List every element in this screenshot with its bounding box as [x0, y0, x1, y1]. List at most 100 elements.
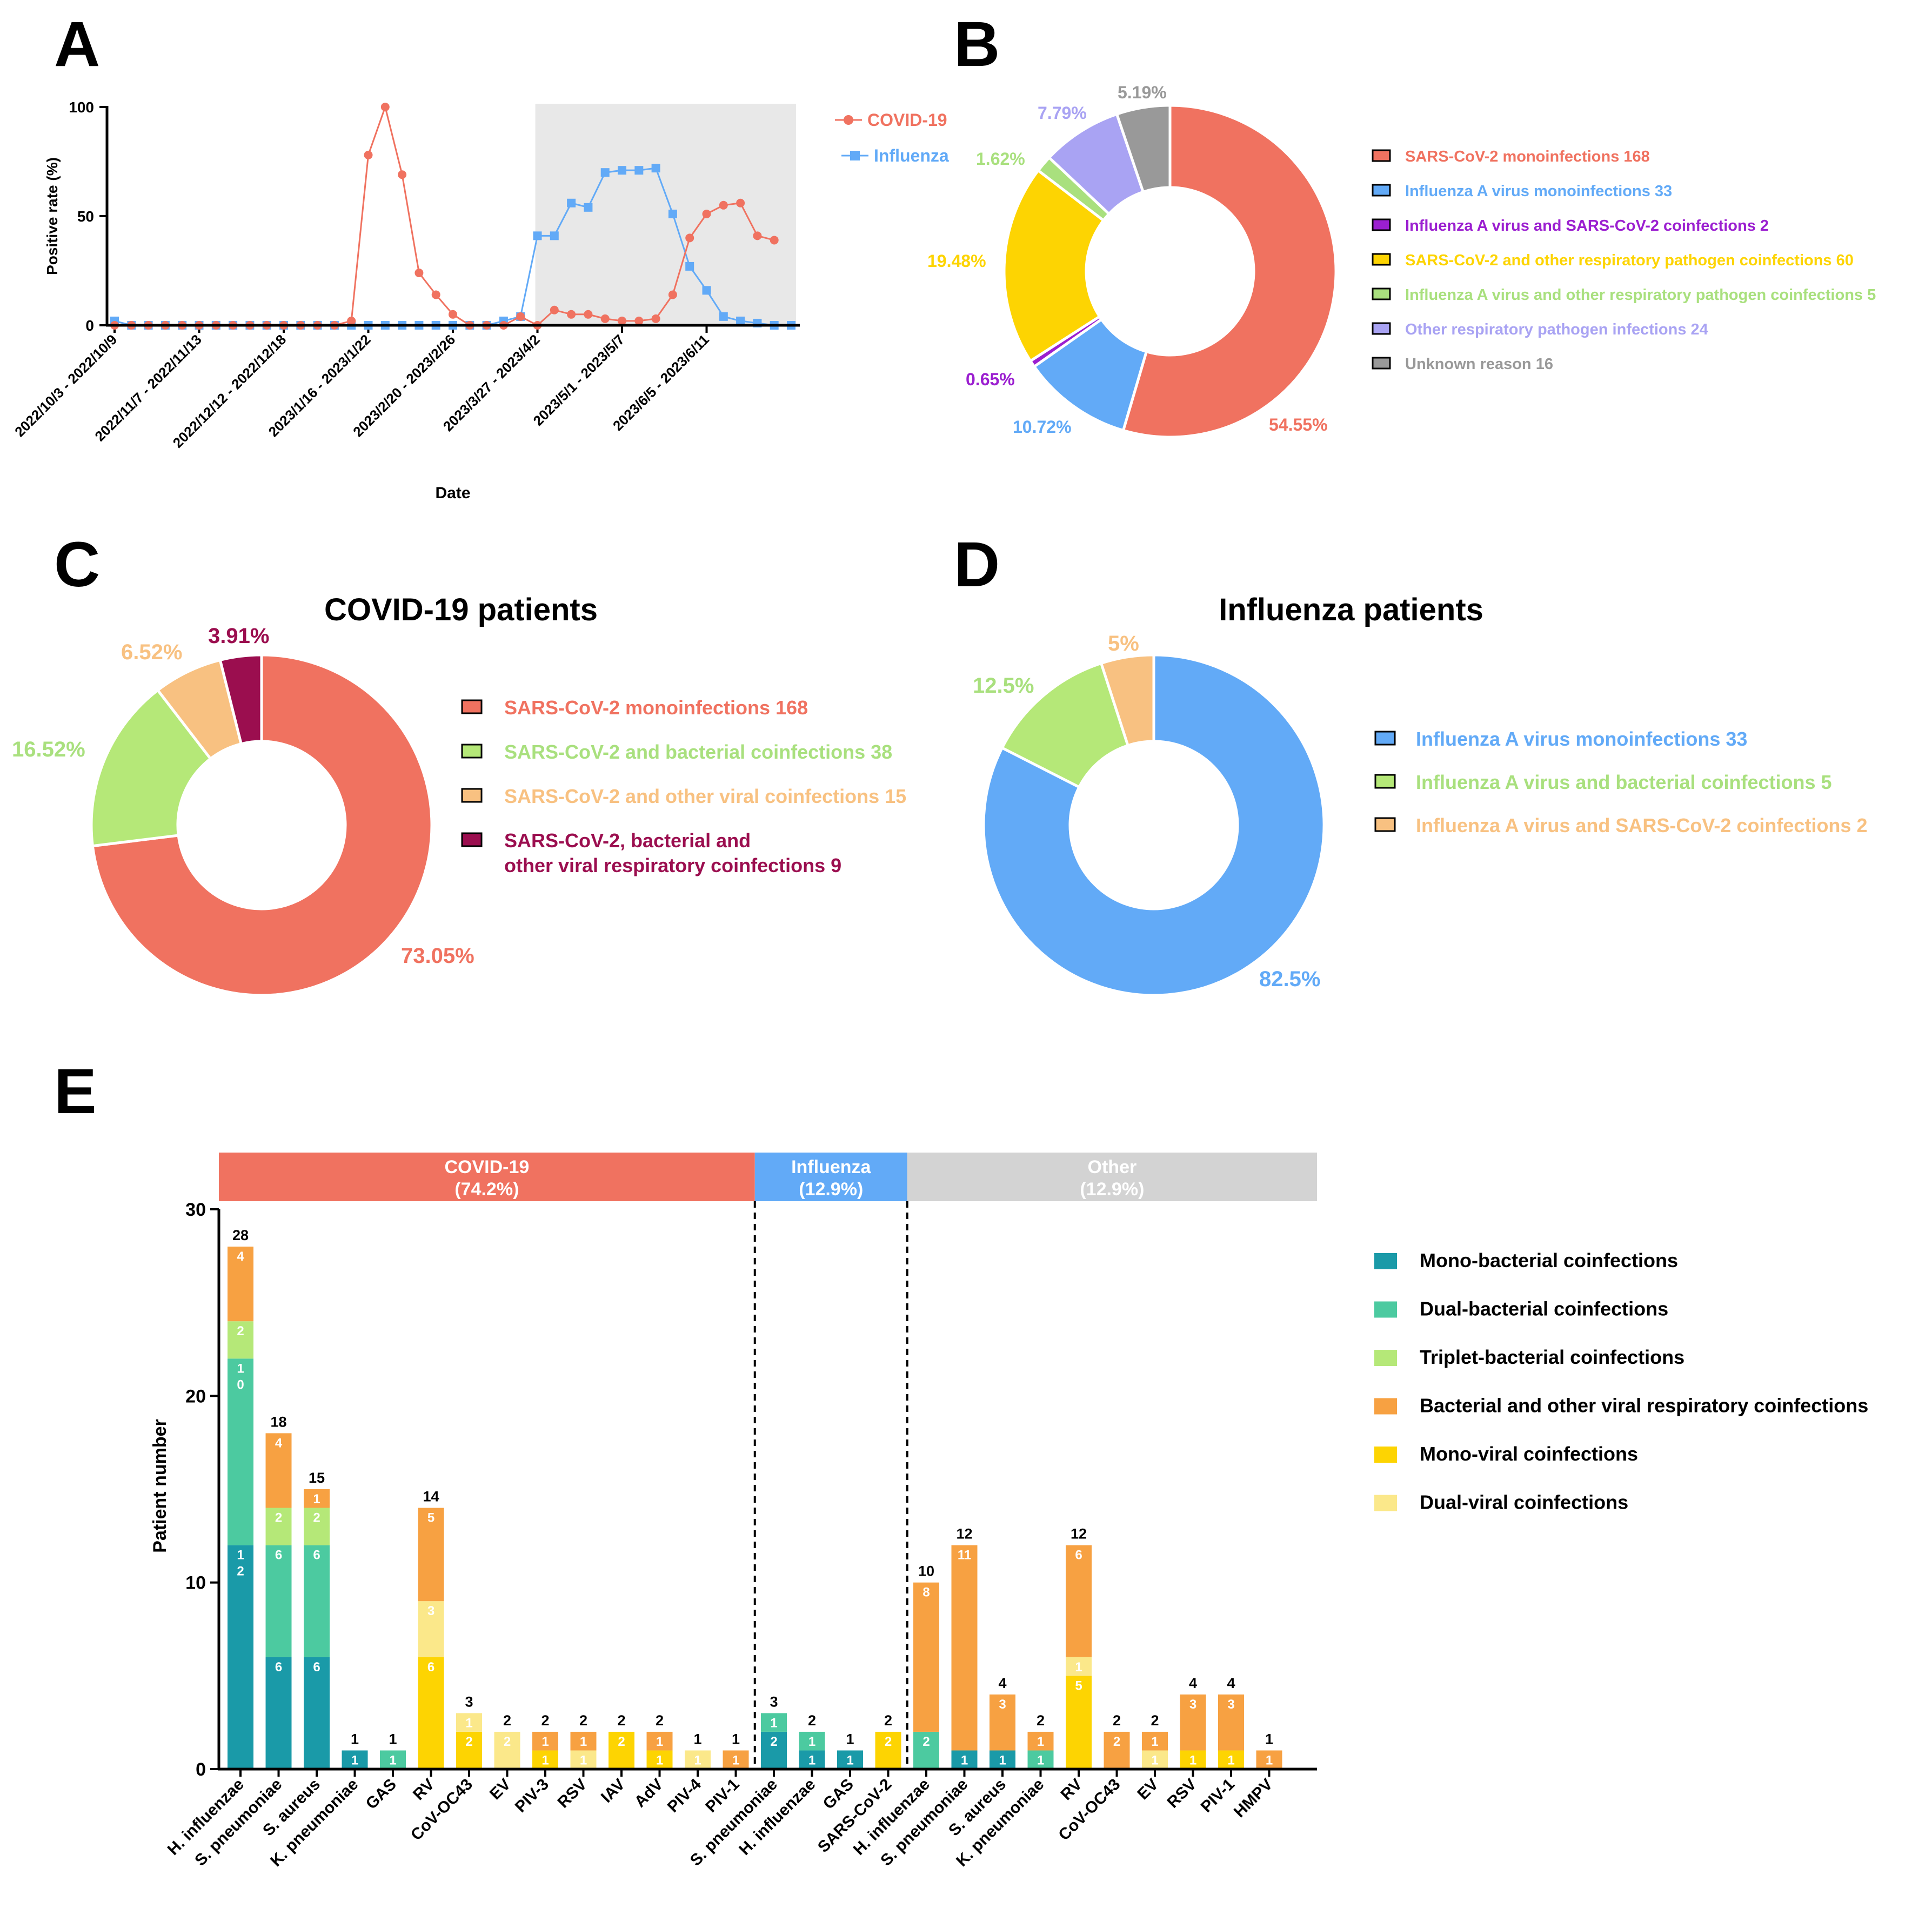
e-bar-segment: [228, 1247, 253, 1322]
donut-chart-d: Influenza patients 82.5% 12.5% 5% Influe…: [973, 592, 1867, 997]
e-bar-total: 12: [956, 1526, 972, 1542]
e-segment-label: 1: [542, 1753, 549, 1767]
e-segment-label: 2: [313, 1511, 320, 1525]
e-bar-total: 1: [732, 1731, 740, 1747]
e-segment-label: 1: [694, 1753, 701, 1767]
e-bar-total: 28: [232, 1227, 249, 1243]
e-bar-segment: [304, 1545, 330, 1657]
e-segment-label: 1: [1075, 1660, 1082, 1675]
b-legend: SARS-CoV-2 monoinfections 168 Influenza A…: [1372, 148, 1876, 373]
e-legend-label-2: Triplet-bacterial coinfections: [1420, 1346, 1684, 1368]
e-bar-total: 2: [884, 1712, 892, 1729]
e-segment-label: 5: [1075, 1678, 1082, 1693]
a-ytick-label-2: 100: [69, 99, 94, 116]
e-segment-label: 4: [275, 1436, 283, 1450]
a-ytick-label-0: 0: [85, 317, 94, 334]
c-legend-label-0: SARS-CoV-2 monoinfections 168: [504, 697, 808, 719]
e-category-label: PIV-4: [664, 1775, 705, 1816]
e-segment-label: 1: [961, 1753, 968, 1767]
a-point-influenza: [736, 316, 745, 325]
e-bar-segment: [837, 1750, 863, 1769]
e-segment-label: 3: [427, 1604, 434, 1618]
e-bar-segment: [723, 1750, 749, 1769]
legend-marker-influenza: [850, 151, 860, 160]
e-legend-label-4: Mono-viral coinfections: [1420, 1443, 1638, 1465]
a-point-covid: [380, 103, 390, 111]
e-bar-total: 4: [1189, 1675, 1197, 1691]
e-bar-segment: [265, 1545, 292, 1657]
e-bar-total: 1: [1265, 1731, 1273, 1747]
a-point-covid: [651, 314, 660, 323]
a-point-covid: [618, 316, 626, 325]
d-slice-2: [1099, 653, 1155, 747]
e-segment-label: 2: [504, 1735, 511, 1749]
e-bar-total: 18: [270, 1414, 286, 1430]
e-category-label: EV: [486, 1776, 514, 1804]
b-legend-swatch-3: [1372, 253, 1391, 266]
c-legend: SARS-CoV-2 monoinfections 168 SARS-CoV-2 …: [461, 697, 906, 876]
e-bar-total: 2: [656, 1712, 664, 1729]
d-slice-0: [982, 653, 1326, 997]
e-bar-segment: [304, 1489, 330, 1508]
e-group-bar-influenza: [754, 1153, 907, 1201]
e-bar-segment: [951, 1545, 978, 1751]
e-segment-label: 8: [922, 1585, 930, 1600]
e-bar-segment: [1027, 1731, 1054, 1751]
b-legend-label-1: Influenza A virus monoinfections 33: [1405, 183, 1672, 200]
e-bar-segment: [265, 1657, 292, 1769]
e-group-bar-other: [907, 1153, 1317, 1201]
e-bar-segment: [761, 1713, 787, 1732]
e-bar-segment: [265, 1433, 292, 1508]
legend-label-covid: COVID-19: [867, 110, 947, 130]
b-legend-swatch-2: [1372, 218, 1391, 231]
e-group-bar-covid-19: [219, 1153, 755, 1201]
a-point-covid: [449, 310, 457, 319]
e-segment-label: 1: [1266, 1753, 1273, 1767]
c-legend-swatch-2: [461, 788, 483, 803]
a-point-covid: [668, 290, 677, 299]
e-segment-label: 1: [542, 1735, 549, 1749]
e-bar-total: 2: [808, 1712, 816, 1729]
donut-chart-b: 54.55% 10.72% 0.65% 19.48% 1.62% 7.79% 5…: [927, 83, 1876, 439]
e-bar-total: 10: [918, 1563, 934, 1579]
e-segment-label: 1: [313, 1492, 320, 1506]
e-segment-label: 5: [427, 1511, 434, 1525]
e-bar-segment: [990, 1694, 1015, 1751]
e-category-label: HMPV: [1231, 1776, 1276, 1822]
b-legend-label-4: Influenza A virus and other respiratory …: [1405, 286, 1876, 304]
e-segment-label: 1: [237, 1548, 244, 1563]
e-bar-total: 12: [1071, 1526, 1087, 1542]
a-point-covid: [600, 314, 610, 323]
b-slices: [1002, 104, 1338, 439]
d-title: Influenza patients: [1219, 592, 1483, 627]
a-point-covid: [634, 316, 644, 325]
e-segment-label: 2: [1113, 1735, 1120, 1749]
a-point-influenza: [600, 168, 610, 177]
e-bar-total: 15: [309, 1470, 325, 1486]
e-bar-segment: [990, 1750, 1015, 1769]
b-pct-6: 5.19%: [1118, 83, 1167, 102]
e-bar-segment: [1218, 1694, 1244, 1751]
e-group-pct-0: (74.2%): [454, 1179, 519, 1200]
a-point-influenza: [584, 203, 593, 212]
e-bar-total: 2: [1113, 1712, 1121, 1729]
b-legend-label-6: Unknown reason 16: [1405, 356, 1553, 373]
e-legend-label-5: Dual-viral coinfections: [1420, 1491, 1628, 1514]
e-segment-label: 6: [427, 1660, 434, 1675]
e-bar-segment: [228, 1545, 253, 1769]
e-segment-label: 6: [313, 1548, 320, 1563]
a-point-influenza: [634, 166, 644, 175]
b-pct-0: 54.55%: [1269, 415, 1328, 434]
e-bar-segment: [532, 1731, 558, 1751]
e-legend-swatch-3: [1374, 1398, 1397, 1415]
e-bar-segment: [1142, 1731, 1168, 1751]
e-bar-segment: [913, 1731, 939, 1769]
e-segment-label: 2: [237, 1564, 244, 1579]
e-bar-segment: [418, 1601, 444, 1657]
e-segment-label: 4: [237, 1249, 244, 1264]
e-bar-segment: [799, 1750, 825, 1769]
e-bar-total: 3: [770, 1693, 778, 1710]
a-point-covid: [736, 198, 745, 207]
e-segment-label: 1: [999, 1753, 1006, 1767]
